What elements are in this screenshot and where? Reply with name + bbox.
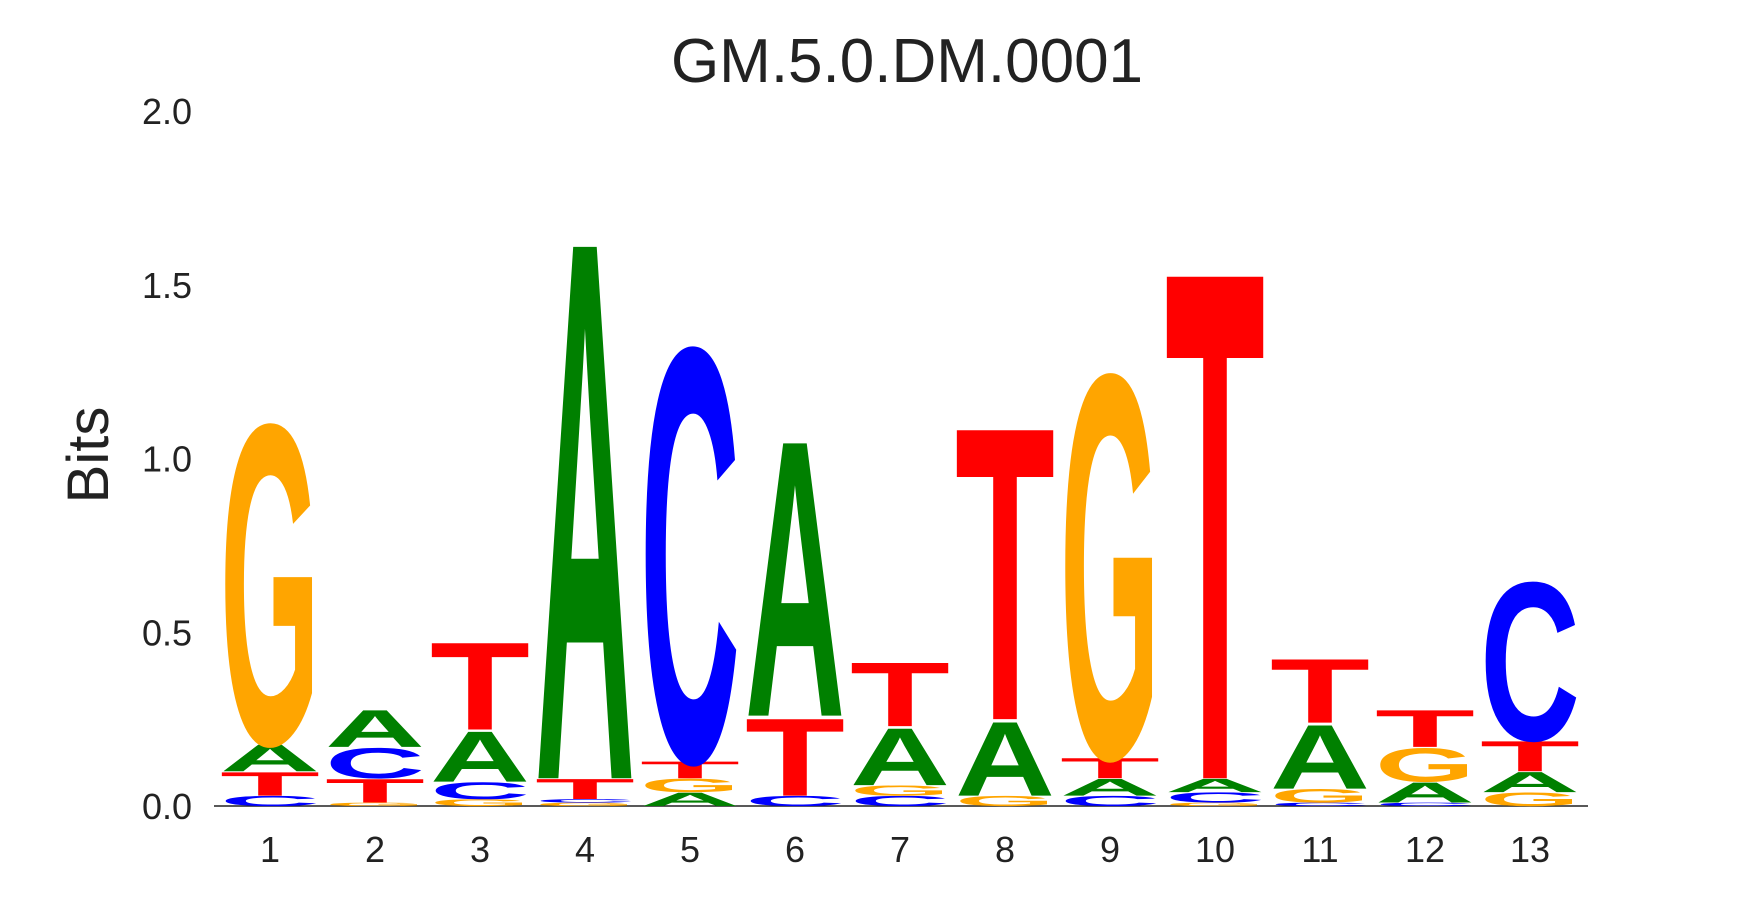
logo-letter-A: A: [220, 736, 320, 779]
y-tick-label: 1.5: [142, 265, 192, 306]
x-tick-label: 11: [1301, 829, 1338, 870]
logo-letter-G: G: [1165, 802, 1265, 807]
logo-letter-T: T: [1165, 119, 1265, 900]
logo-stack-pos-6: CTA: [745, 358, 845, 819]
logo-letter-C: C: [1480, 535, 1580, 788]
y-axis-label: Bits: [56, 407, 121, 504]
logo-letter-C: C: [325, 739, 425, 788]
x-tick-label: 5: [680, 829, 700, 870]
logo-letter-C: C: [640, 225, 740, 887]
logo-letter-C: C: [1060, 793, 1160, 809]
logo-letter-G: G: [220, 329, 320, 841]
x-tick-label: 7: [890, 829, 910, 870]
logo-letter-T: T: [745, 695, 845, 820]
chart-title: GM.5.0.DM.0001: [671, 27, 1143, 96]
logo-letter-C: C: [1375, 802, 1475, 807]
y-tick-label: 0.0: [142, 786, 192, 827]
logo-letter-C: C: [220, 793, 320, 809]
logo-letter-A: A: [1270, 706, 1370, 808]
y-tick-label: 1.0: [142, 439, 192, 480]
x-tick-label: 2: [365, 829, 385, 870]
y-tick-labels: 0.0 0.5 1.0 1.5 2.0: [142, 91, 192, 827]
logo-letter-T: T: [955, 340, 1055, 809]
logo-letter-C: C: [1270, 802, 1370, 807]
x-tick-label: 10: [1195, 829, 1235, 870]
logo-letter-G: G: [1060, 259, 1160, 875]
logo-letter-T: T: [535, 773, 635, 805]
logo-letter-A: A: [430, 717, 530, 798]
logo-letter-T: T: [640, 756, 740, 783]
logo-letter-G: G: [955, 793, 1055, 809]
logo-letter-G: G: [325, 802, 425, 807]
logo-letter-A: A: [535, 79, 635, 900]
logo-letter-A: A: [1480, 766, 1580, 798]
logo-letter-A: A: [1060, 774, 1160, 801]
x-tick-label: 3: [470, 829, 490, 870]
logo-letter-A: A: [640, 789, 740, 810]
logo-letter-T: T: [1060, 752, 1160, 784]
x-tick-label: 13: [1510, 829, 1550, 870]
logo-letter-C: C: [1165, 789, 1265, 805]
logo-letter-G: G: [1270, 785, 1370, 806]
y-tick-label: 2.0: [142, 91, 192, 132]
logo-letter-A: A: [1375, 776, 1475, 808]
logo-letter-T: T: [850, 644, 950, 746]
x-tick-label: 1: [260, 829, 280, 870]
logo-letter-T: T: [1375, 699, 1475, 758]
x-tick-label: 12: [1405, 829, 1445, 870]
x-tick-label: 9: [1100, 829, 1120, 870]
x-tick-label: 6: [785, 829, 805, 870]
logo-letter-G: G: [850, 783, 950, 799]
logo-letter-G: G: [535, 802, 635, 807]
logo-letter-A: A: [850, 712, 950, 804]
logo-letter-T: T: [220, 765, 320, 803]
logo-letter-T: T: [1270, 640, 1370, 742]
y-tick-label: 0.5: [142, 612, 192, 653]
logo-letter-A: A: [325, 699, 425, 758]
logo-letter-C: C: [535, 798, 635, 803]
logo-letter-C: C: [745, 793, 845, 809]
x-tick-label: 4: [575, 829, 595, 870]
logo-letter-G: G: [640, 775, 740, 796]
logo-letter-T: T: [325, 772, 425, 810]
logo-letter-G: G: [430, 797, 530, 808]
logo-letter-G: G: [1375, 738, 1475, 792]
logo-letter-C: C: [850, 793, 950, 809]
x-tick-label: 8: [995, 829, 1015, 870]
logo-stack-pos-8: GAT: [955, 340, 1055, 819]
logo-letter-A: A: [745, 358, 845, 800]
logo-letter-A: A: [1165, 775, 1265, 796]
logo-letter-G: G: [1480, 789, 1580, 810]
logo-letter-C: C: [430, 777, 530, 804]
x-tick-labels: 1 2 3 4 5 6 7 8 9 10 11 12 13: [260, 829, 1550, 870]
logo-letter-T: T: [430, 616, 530, 756]
logo-letter-T: T: [1480, 732, 1580, 780]
logo-letter-A: A: [955, 700, 1055, 819]
